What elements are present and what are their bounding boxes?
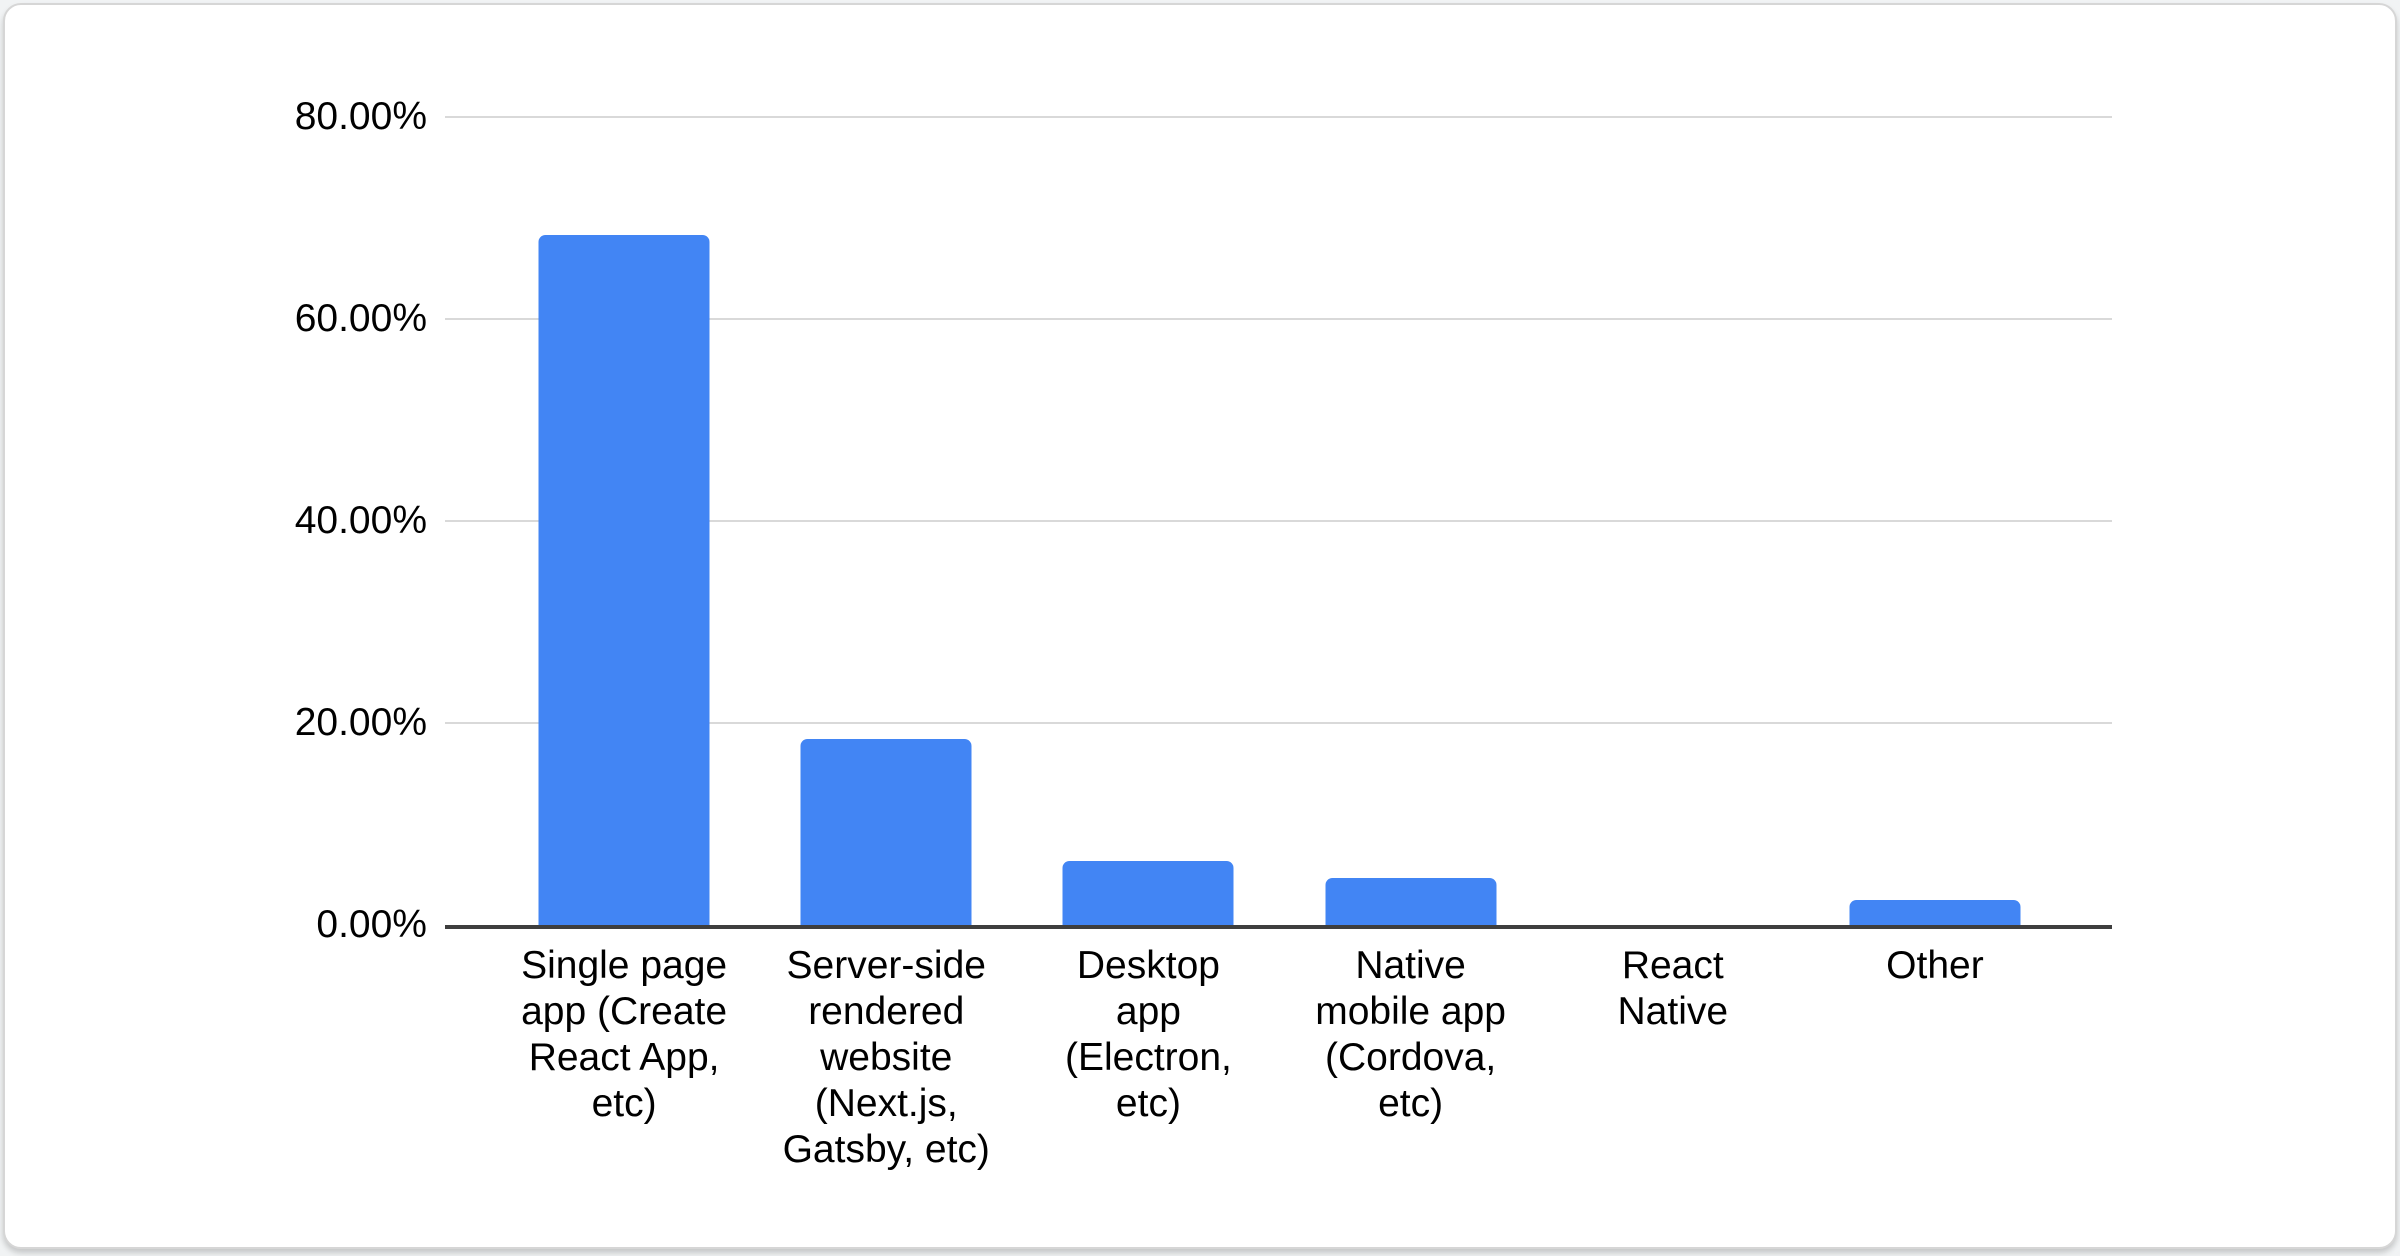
bars-region [493,117,2066,925]
x-axis-label-line: rendered [808,990,965,1033]
x-axis-label-line: (Electron, [1064,1036,1232,1079]
gridline-60 [445,318,2112,320]
x-axis-label-line: Server-side [786,944,986,987]
x-axis-label-line: app (Create [521,990,728,1033]
gridline-80 [445,116,2112,118]
x-axis-label-line: Single page [521,944,728,987]
bar-3 [1062,861,1234,925]
x-axis-label-line: React App, [528,1036,720,1079]
y-axis-tick-labels: 80.00% 60.00% 40.00% 20.00% 0.00% [105,95,427,946]
chart-card: 80.00% 60.00% 40.00% 20.00% 0.00% Single pag… [3,3,2397,1249]
bar-slot [1542,117,1804,925]
y-tick-label: 60.00% [294,297,427,340]
x-axis-label: Server-side rendered website (Next.js, Gatsb… [755,943,1017,1173]
gridline-40 [445,520,2112,522]
x-axis-label: Desktop app (Electron, etc) [1017,943,1279,1173]
x-axis-label: Single page app (Create React App, etc) [493,943,755,1173]
x-axis-label: React Native [1542,943,1804,1173]
x-axis-label-line: etc) [591,1082,657,1125]
plot-area [445,116,2112,925]
x-axis-label-line: website [820,1036,953,1079]
bar-slot [1280,117,1542,925]
x-axis-label-line: mobile app [1315,990,1506,1033]
bar-4 [1325,877,1497,925]
bar-slot [493,117,755,925]
y-tick-label: 40.00% [294,499,427,542]
x-axis-label-line: (Next.js, [814,1082,958,1125]
x-axis-labels: Single page app (Create React App, etc) Serv… [493,943,2066,1173]
x-axis-line [445,925,2112,929]
x-axis-label-line: Gatsby, etc) [782,1128,990,1171]
x-axis-label: Native mobile app (Cordova, etc) [1280,943,1542,1173]
x-axis-label-line: Desktop [1076,944,1220,987]
bar-1 [538,235,710,925]
bar-6 [1849,899,2021,925]
bar-slot [755,117,1017,925]
y-tick-label: 0.00% [316,903,427,946]
x-axis-label-line: React [1621,944,1724,987]
bar-slot [1804,117,2066,925]
x-axis-label-line: etc) [1378,1082,1444,1125]
y-tick-label: 20.00% [294,701,427,744]
bar-slot [1017,117,1279,925]
gridline-20 [445,722,2112,724]
x-axis-label-line: Native [1617,990,1729,1033]
x-axis-label-line: (Cordova, [1324,1036,1497,1079]
x-axis-label: Other [1804,943,2066,1173]
bar-2 [800,739,972,925]
x-axis-label-line: etc) [1115,1082,1181,1125]
x-axis-label-line: app [1115,990,1181,1033]
x-axis-label-line: Other [1886,944,1984,987]
x-axis-label-line: Native [1355,944,1466,987]
y-tick-label: 80.00% [294,95,427,138]
